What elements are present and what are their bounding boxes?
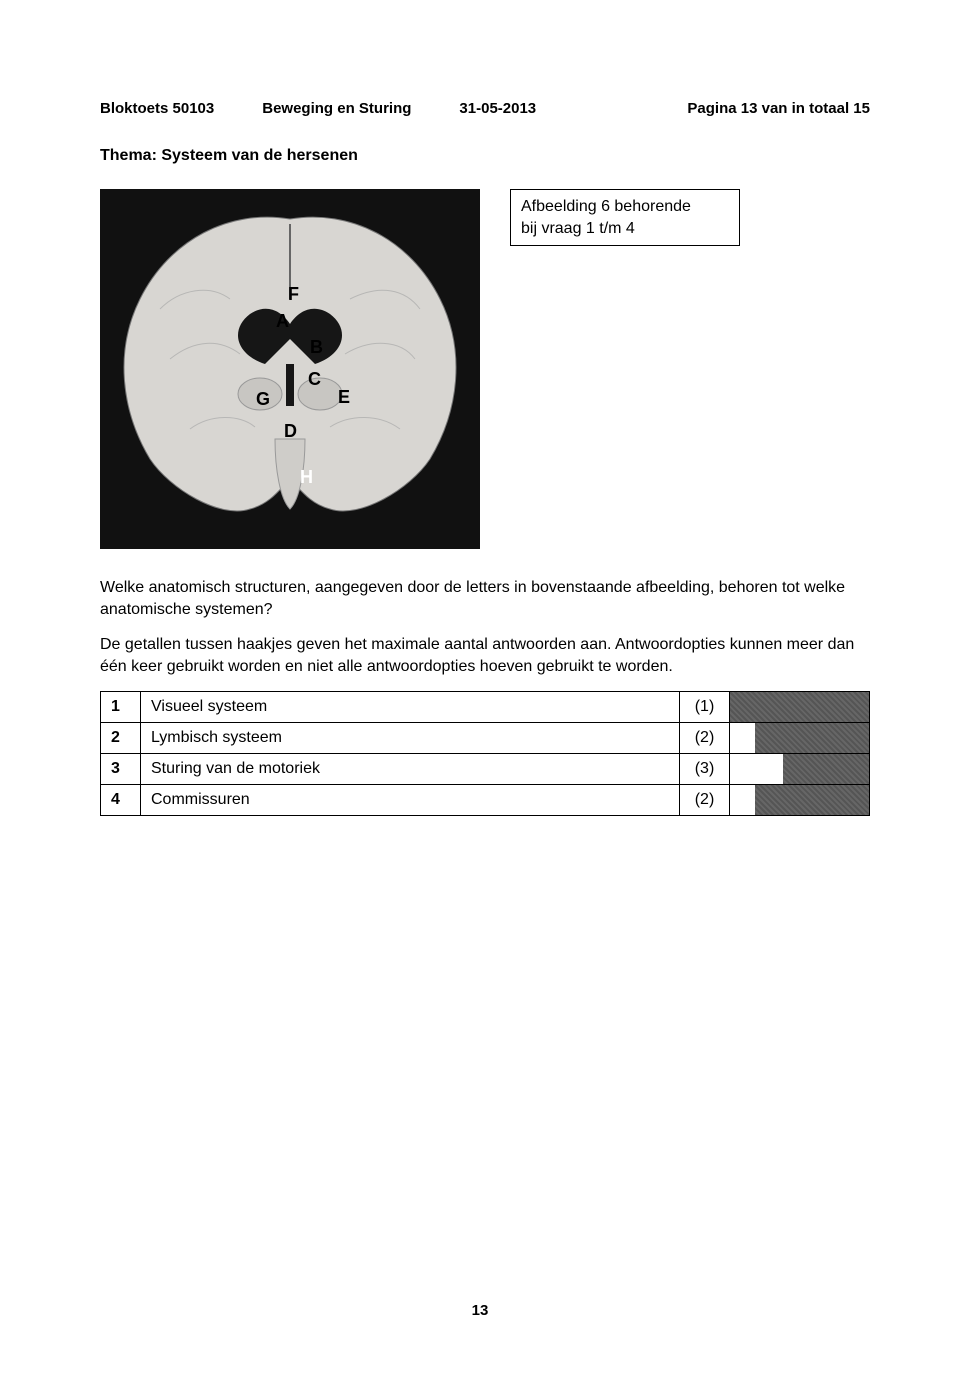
question-paragraph-1: Welke anatomisch structuren, aangegeven … [100, 577, 870, 620]
figure-label-f: F [288, 284, 299, 305]
answer-table: 1Visueel systeem(1)2Lymbisch systeem(2)3… [100, 691, 870, 816]
row-number: 2 [101, 723, 141, 754]
page-number: 13 [0, 1302, 960, 1319]
brain-illustration [100, 189, 480, 549]
row-label: Visueel systeem [141, 692, 680, 723]
question-paragraph-2: De getallen tussen haakjes geven het max… [100, 634, 870, 677]
table-row: 2Lymbisch systeem(2) [101, 723, 870, 754]
theme-title: Thema: Systeem van de hersenen [100, 147, 870, 165]
table-row: 3Sturing van de motoriek(3) [101, 754, 870, 785]
row-shade-cell [730, 723, 870, 754]
exam-page: Bloktoets 50103 Beweging en Sturing 31-0… [0, 0, 960, 1379]
caption-line1: Afbeelding 6 behorende [521, 196, 729, 218]
brain-figure: F A B C G E D H [100, 189, 480, 549]
row-shade-cell [730, 785, 870, 816]
figure-label-e: E [338, 387, 350, 408]
figure-label-h: H [300, 467, 313, 488]
figure-label-c: C [308, 369, 321, 390]
table-row: 4Commissuren(2) [101, 785, 870, 816]
row-count: (1) [680, 692, 730, 723]
page-info: Pagina 13 van in totaal 15 [687, 100, 870, 117]
row-count: (2) [680, 723, 730, 754]
row-label: Sturing van de motoriek [141, 754, 680, 785]
exam-code: Bloktoets 50103 [100, 100, 214, 117]
figure-caption-box: Afbeelding 6 behorende bij vraag 1 t/m 4 [510, 189, 740, 246]
shade-fill [755, 723, 869, 753]
row-label: Commissuren [141, 785, 680, 816]
shade-fill [730, 692, 869, 722]
row-count: (3) [680, 754, 730, 785]
table-row: 1Visueel systeem(1) [101, 692, 870, 723]
row-shade-cell [730, 692, 870, 723]
page-header: Bloktoets 50103 Beweging en Sturing 31-0… [100, 100, 870, 117]
shade-fill [755, 785, 869, 815]
shade-fill [783, 754, 869, 784]
subject: Beweging en Sturing [262, 100, 411, 117]
exam-date: 31-05-2013 [459, 100, 536, 117]
caption-line2: bij vraag 1 t/m 4 [521, 218, 729, 240]
row-number: 1 [101, 692, 141, 723]
figure-label-g: G [256, 389, 270, 410]
figure-row: F A B C G E D H Afbeelding 6 behorende b… [100, 189, 870, 549]
row-count: (2) [680, 785, 730, 816]
figure-label-b: B [310, 337, 323, 358]
figure-label-a: A [276, 311, 289, 332]
row-number: 4 [101, 785, 141, 816]
row-label: Lymbisch systeem [141, 723, 680, 754]
figure-label-d: D [284, 421, 297, 442]
row-shade-cell [730, 754, 870, 785]
row-number: 3 [101, 754, 141, 785]
